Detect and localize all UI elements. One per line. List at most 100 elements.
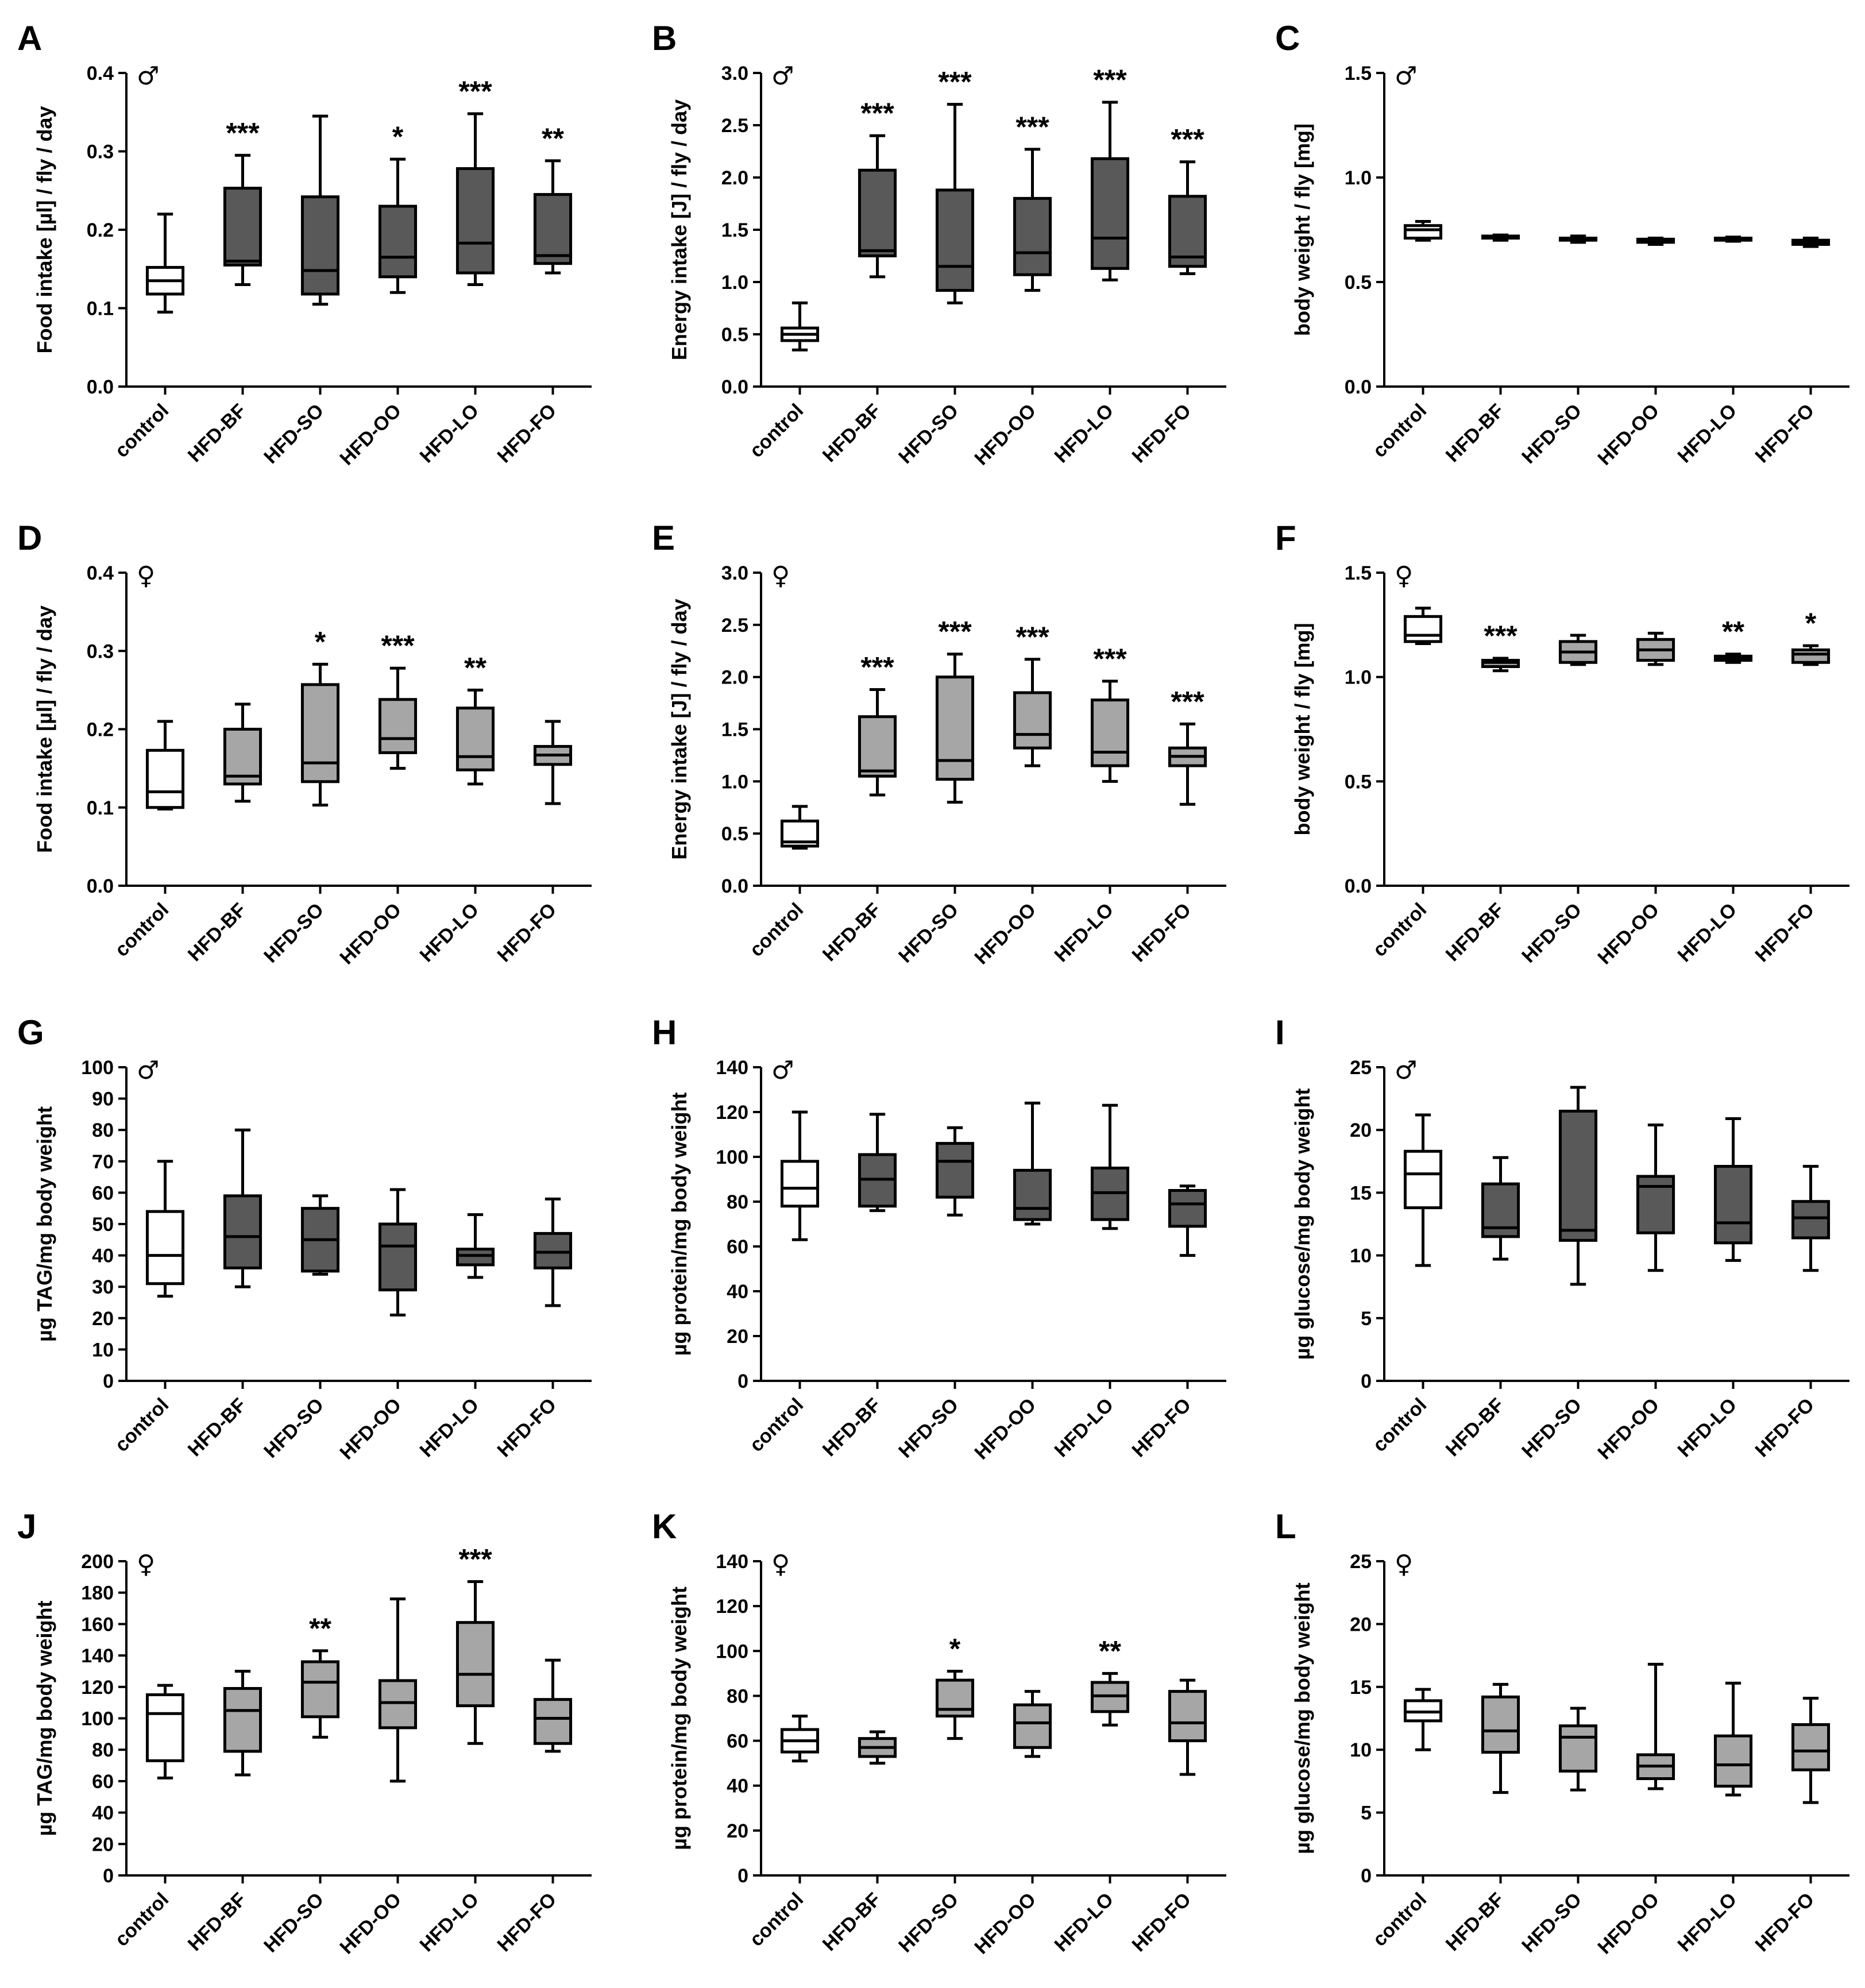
box-HFD-LO xyxy=(455,112,495,287)
y-tick-label: 0.2 xyxy=(87,719,114,741)
significance-marker: * xyxy=(949,1632,961,1665)
x-tick-label: HFD-OO xyxy=(970,1394,1040,1464)
iqr-box xyxy=(223,1687,262,1753)
iqr-box xyxy=(1558,1724,1598,1773)
significance-marker: ** xyxy=(1099,1635,1121,1667)
x-tick-label: HFD-FO xyxy=(1128,1394,1195,1462)
x-tick-label: HFD-LO xyxy=(1673,1394,1741,1462)
y-axis-label: body weight / fly [mg] xyxy=(1291,623,1314,836)
box-HFD-BF xyxy=(858,1113,897,1213)
panel-letter: L xyxy=(1275,1507,1296,1546)
x-tick-label: HFD-BF xyxy=(818,400,885,466)
box-HFD-LO xyxy=(1090,1103,1130,1230)
panel-B: B ♂ 0.0 0.5 1.0 1.5 2.0 2.5 3.0 Energy intake [J]… xyxy=(652,19,1226,469)
x-tick-label: HFD-SO xyxy=(260,899,328,967)
significance-marker: *** xyxy=(458,1543,492,1576)
x-tick-label: HFD-LO xyxy=(415,1889,483,1956)
box-HFD-FO xyxy=(1168,1184,1207,1257)
x-tick-label: control xyxy=(111,400,173,462)
y-tick-label: 1.5 xyxy=(721,219,748,241)
box-HFD-FO xyxy=(1791,237,1831,248)
iqr-box xyxy=(455,707,495,771)
box-HFD-BF xyxy=(1481,233,1520,242)
box-control xyxy=(145,213,185,314)
y-tick-label: 140 xyxy=(716,1057,748,1079)
iqr-box xyxy=(145,748,185,809)
iqr-box xyxy=(378,698,418,754)
box-HFD-OO xyxy=(378,1188,418,1317)
sex-symbol: ♂ xyxy=(137,61,159,91)
iqr-box xyxy=(1168,195,1207,268)
box-HFD-BF xyxy=(223,702,262,803)
x-tick-label: HFD-BF xyxy=(1442,400,1508,466)
box-HFD-SO xyxy=(935,1669,975,1740)
iqr-box xyxy=(378,1679,418,1730)
x-tick-label: HFD-SO xyxy=(894,899,963,967)
y-axis-label: Energy intake [J] / fly / day xyxy=(667,599,691,859)
x-tick-label: control xyxy=(111,1394,173,1456)
x-tick-label: HFD-SO xyxy=(1518,1394,1586,1462)
iqr-box xyxy=(1090,698,1130,767)
iqr-box xyxy=(1168,1690,1207,1743)
box-HFD-OO xyxy=(1013,148,1052,292)
y-tick-label: 0 xyxy=(103,1865,114,1887)
x-tick-label: HFD-BF xyxy=(184,1394,250,1461)
iqr-box xyxy=(1481,1695,1520,1754)
box-HFD-OO xyxy=(1636,237,1675,246)
box-HFD-BF xyxy=(223,1128,262,1288)
box-control xyxy=(1403,1688,1443,1751)
x-tick-label: HFD-FO xyxy=(1128,1889,1195,1956)
y-axis-label: Energy intake [J] / fly / day xyxy=(667,99,691,360)
y-tick-label: 0 xyxy=(103,1371,114,1392)
y-tick-label: 0.0 xyxy=(1345,376,1372,398)
box-HFD-LO xyxy=(1713,236,1753,243)
y-axis-label: body weight / fly [mg] xyxy=(1291,123,1314,336)
box-control xyxy=(1403,1113,1443,1267)
y-tick-label: 200 xyxy=(81,1551,114,1573)
x-tick-label: HFD-BF xyxy=(818,1889,885,1955)
x-tick-label: control xyxy=(1369,1394,1431,1456)
y-tick-label: 40 xyxy=(727,1775,748,1797)
box-HFD-SO xyxy=(935,653,975,804)
box-HFD-SO xyxy=(935,1126,975,1217)
panel-letter: E xyxy=(652,519,675,557)
significance-marker: *** xyxy=(1171,123,1204,156)
y-tick-label: 0.5 xyxy=(721,324,748,346)
sex-symbol: ♂ xyxy=(771,61,794,91)
box-HFD-FO xyxy=(1791,644,1831,666)
box-HFD-FO xyxy=(533,720,573,805)
iqr-box xyxy=(300,1660,340,1719)
panel-letter: B xyxy=(652,19,677,57)
box-HFD-LO xyxy=(1713,1117,1753,1262)
x-tick-label: HFD-LO xyxy=(1050,899,1118,967)
box-control xyxy=(1403,607,1443,646)
box-HFD-BF xyxy=(858,688,897,797)
box-HFD-SO xyxy=(1558,1707,1598,1792)
y-tick-label: 120 xyxy=(81,1677,114,1699)
x-tick-label: HFD-OO xyxy=(970,1889,1040,1959)
iqr-box xyxy=(935,675,975,781)
y-tick-label: 1.0 xyxy=(1345,167,1372,189)
iqr-box xyxy=(1013,1703,1052,1749)
iqr-box xyxy=(1791,1200,1831,1240)
iqr-box xyxy=(1558,1109,1598,1242)
iqr-box xyxy=(145,1693,185,1762)
box-HFD-LO xyxy=(1713,1681,1753,1797)
box-HFD-OO xyxy=(1013,1690,1052,1758)
box-HFD-OO xyxy=(1636,1123,1675,1272)
y-tick-label: 0.3 xyxy=(87,141,114,163)
box-control xyxy=(780,1110,820,1241)
x-tick-label: HFD-BF xyxy=(818,1394,885,1461)
iqr-box xyxy=(1791,648,1831,664)
y-tick-label: 2.0 xyxy=(721,667,748,689)
iqr-box xyxy=(533,193,573,265)
y-tick-label: 0.1 xyxy=(87,797,114,819)
box-control xyxy=(780,1715,820,1763)
x-tick-label: HFD-OO xyxy=(1593,400,1663,470)
significance-marker: *** xyxy=(1093,643,1127,675)
y-tick-label: 60 xyxy=(727,1731,748,1752)
y-tick-label: 140 xyxy=(81,1645,114,1667)
x-tick-label: HFD-BF xyxy=(184,400,250,466)
panel-F: F ♀ 0.0 0.5 1.0 1.5 body weight / fly [mg] cont… xyxy=(1275,519,1849,968)
y-tick-label: 120 xyxy=(716,1596,748,1618)
